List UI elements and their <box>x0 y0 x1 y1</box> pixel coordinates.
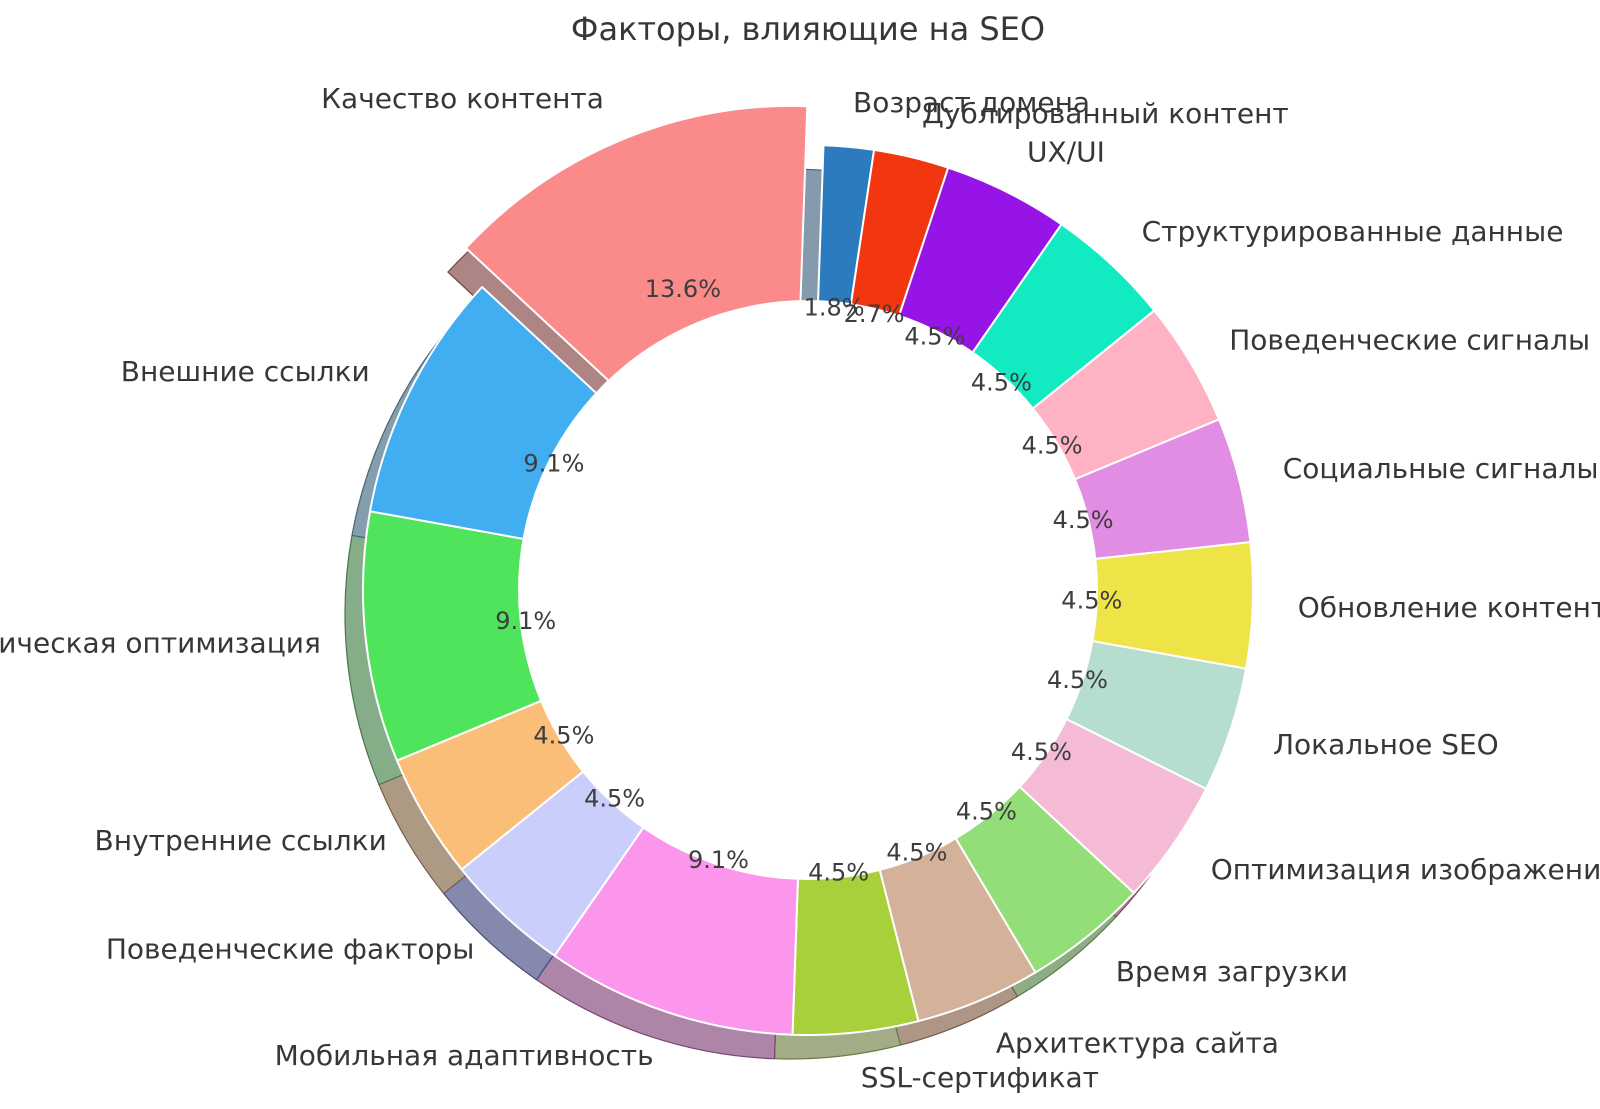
slice-label: Оптимизация изображений <box>1211 853 1600 886</box>
slice-label: Время загрузки <box>1116 955 1348 988</box>
slice-label: Поведенческие факторы <box>106 933 475 966</box>
slice-label: UX/UI <box>1027 136 1105 169</box>
slice-label: Поведенческие сигналы <box>1229 323 1590 356</box>
slice-label: Дублированный контент <box>922 97 1289 130</box>
percent-label: 9.1% <box>523 450 584 478</box>
percent-label: 4.5% <box>1053 506 1114 534</box>
slice-label: Структурированные данные <box>1142 215 1564 248</box>
percent-label: 9.1% <box>495 607 556 635</box>
percent-label: 4.5% <box>886 839 947 867</box>
percent-label: 4.5% <box>1011 738 1072 766</box>
slice-label: Возраст домена <box>853 86 1090 119</box>
slice-label: Внешние ссылки <box>121 355 370 388</box>
percent-label: 4.5% <box>1022 431 1083 459</box>
slice-label: SSL-сертификат <box>861 1061 1099 1094</box>
percent-label: 4.5% <box>971 368 1032 396</box>
donut-hole <box>518 300 1098 880</box>
percent-label: 4.5% <box>904 322 965 350</box>
percent-label: 13.6% <box>645 275 721 303</box>
percent-label: 4.5% <box>584 784 645 812</box>
chart-title: Факторы, влияющие на SEO <box>571 10 1045 48</box>
percent-label: 4.5% <box>1047 666 1108 694</box>
percent-label: 2.7% <box>844 300 905 328</box>
percent-labels-layer: 1.8%2.7%4.5%4.5%4.5%4.5%4.5%4.5%4.5%4.5%… <box>495 275 1122 887</box>
slice-label: Обновление контента <box>1298 591 1600 624</box>
percent-label: 4.5% <box>533 722 594 750</box>
slice-label: Внутренние ссылки <box>95 824 387 857</box>
slice-label: Техническая оптимизация <box>0 627 321 660</box>
slice-label: Социальные сигналы <box>1283 452 1599 485</box>
slice-label: Мобильная адаптивность <box>275 1039 654 1072</box>
slice-label: Архитектура сайта <box>996 1026 1279 1059</box>
percent-label: 4.5% <box>956 797 1017 825</box>
slice-label: Локальное SEO <box>1273 728 1499 761</box>
percent-label: 4.5% <box>1061 586 1122 614</box>
percent-label: 9.1% <box>688 846 749 874</box>
percent-label: 1.8% <box>804 294 865 322</box>
percent-label: 4.5% <box>808 859 869 887</box>
slice-label: Качество контента <box>321 82 604 115</box>
